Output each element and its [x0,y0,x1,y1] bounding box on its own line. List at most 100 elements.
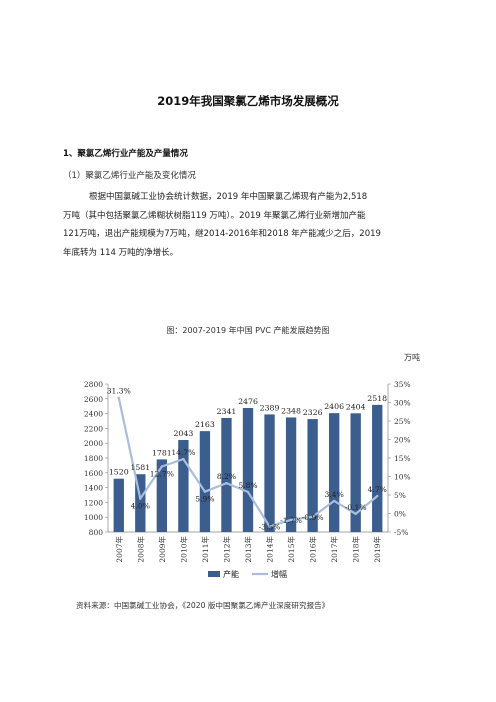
paragraph-line: 万吨（其中包括聚氯乙烯糊状树脂119 万吨）。2019 年聚氯乙烯行业新增加产能 [63,210,366,221]
capacity-bar [328,413,340,532]
capacity-bar [242,407,254,532]
document-title: 2019年我国聚氯乙烯市场发展概况 [157,94,339,108]
capacity-bar-label: 2348 [281,406,301,415]
growth-point [354,512,357,516]
growth-label: 12.7% [150,470,174,479]
growth-label: 31.3% [107,387,131,396]
figure-caption: 图：2007-2019 年中国 PVC 产能发展趋势图 [166,326,330,335]
growth-label: -1.7% [280,516,302,525]
growth-label: 4.7% [368,485,387,494]
subsection-heading: （1）聚氯乙烯行业产能及变化情况 [63,171,196,181]
capacity-bar [135,474,146,532]
x-category-label: 2008年 [135,536,145,563]
legend-bar-swatch [208,571,220,577]
x-category-label: 2010年 [178,536,188,563]
growth-label: 5.9% [195,495,214,504]
capacity-bar [372,404,383,532]
paragraph-line: 121万吨，退出产能规模为7万吨，继2014-2016年和2018 年产能减少之… [63,229,381,240]
capacity-bar [307,419,318,532]
x-category-label: 2019年 [372,536,382,563]
x-category-label: 2016年 [308,536,318,563]
right-tick-label: -5% [394,528,408,537]
left-tick-label: 2600 [84,395,103,404]
legend-bar-label: 产能 [223,569,239,579]
growth-point [117,396,120,399]
x-category-label: 2015年 [286,536,296,563]
x-category-label: 2011年 [200,536,210,563]
growth-point [160,465,164,468]
left-tick-label: 2000 [84,439,103,448]
left-tick-label: 2200 [84,424,103,433]
right-tick-label: 35% [394,380,411,389]
right-tick-label: 25% [394,417,411,426]
capacity-bar-label: 2404 [346,402,366,411]
capacity-bar [113,478,124,532]
x-category-label: 2013年 [243,536,253,563]
growth-point [246,490,250,494]
left-tick-label: 2400 [84,410,103,419]
growth-label: 14.7% [171,448,195,457]
capacity-bar [199,431,211,532]
capacity-bar-label: 2163 [195,420,215,429]
growth-point [182,457,185,461]
left-tick-label: 2800 [84,380,103,389]
capacity-bar [221,417,232,532]
growth-label: -3.5% [259,522,281,531]
x-category-label: 2009年 [157,536,167,563]
right-tick-label: 15% [394,454,411,463]
x-category-label: 2014年 [265,536,275,563]
capacity-bar [156,459,168,532]
x-category-label: 2018年 [351,536,361,563]
capacity-bar-label: 1581 [130,463,150,472]
body-paragraph: 根据中国氯碱工业协会统计数据，2019 年中国聚氯乙烯现有产能为2,518 万吨… [63,188,447,262]
x-category-label: 2012年 [221,536,231,563]
left-tick-label: 1600 [84,469,103,478]
growth-label: 8.2% [217,472,236,481]
growth-point [376,494,379,498]
growth-label: 3.4% [325,490,344,499]
growth-label: 4.0% [131,502,150,511]
legend-line-label: 增幅 [271,569,287,579]
right-tick-label: 30% [394,399,411,408]
unit-label: 万吨 [404,353,420,362]
capacity-bar [350,413,361,532]
growth-point [225,481,228,485]
growth-label: 5.8% [238,481,257,490]
capacity-bar-label: 2341 [217,407,237,416]
x-category-label: 2017年 [329,536,339,563]
capacity-bar-label: 2406 [324,402,344,411]
left-tick-label: 800 [89,528,104,537]
right-tick-label: 5% [394,491,406,500]
x-category-label: 2007年 [114,536,124,563]
growth-point [311,515,314,519]
growth-point [203,490,207,493]
right-tick-label: 0% [394,510,406,519]
capacity-bar-label: 2326 [303,408,323,417]
left-tick-label: 1400 [84,484,103,493]
growth-point [139,497,142,500]
left-tick-label: 1000 [84,513,103,522]
paragraph-line: 根据中国氯碱工业协会统计数据，2019 年中国聚氯乙烯现有产能为2,518 [89,192,368,202]
capacity-bar-label: 1781 [152,448,172,457]
section-heading: 1、聚氯乙烯行业产能及产量情况 [63,149,188,159]
capacity-bar [285,417,297,532]
capacity-bar-label: 2389 [260,403,280,412]
capacity-bar [264,414,275,532]
growth-label: -0.9% [302,513,324,522]
capacity-bar-label: 2518 [367,394,387,403]
left-tick-label: 1800 [84,454,103,463]
left-tick-label: 1200 [84,498,103,507]
capacity-bar-label: 2476 [238,397,258,406]
capacity-bar-label: 1520 [109,468,129,477]
source-note: 资料来源：中国氯碱工业协会，《2020 版中国聚氯乙烯产业深度研究报告》 [76,601,330,610]
paragraph-line: 年底转为 114 万吨的净增长。 [63,247,179,258]
right-tick-label: 10% [394,473,411,482]
growth-point [289,518,293,521]
capacity-bar [178,440,189,532]
capacity-bar-label: 2043 [173,429,193,438]
growth-point [332,499,336,503]
growth-label: -0.1% [345,503,367,512]
right-tick-label: 20% [394,436,411,445]
growth-point [268,525,271,528]
capacity-chart: 800 1000 1200 1400 1600 1800 2000 2200 2400 2600 2… [84,380,411,579]
